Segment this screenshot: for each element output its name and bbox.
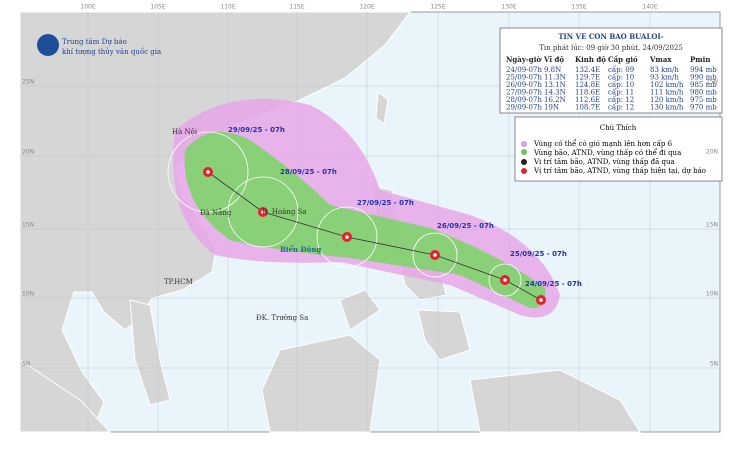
table-header: Cấp gió: [608, 55, 638, 64]
place-label: Biển Đông: [280, 245, 321, 254]
track-label: 29/09/25 - 07h: [228, 126, 285, 134]
lat-label: 10N: [706, 291, 718, 298]
table-cell: 129.7E: [575, 74, 600, 82]
uncertainty-circles: [167, 131, 522, 297]
place-label: Đà Nẵng: [200, 208, 232, 217]
track-line: [207, 171, 542, 301]
table-header: Vmax: [649, 55, 672, 64]
table-cell: 111 km/h: [650, 89, 684, 97]
table-header: Pmin: [690, 55, 710, 64]
lat-label: 5N: [710, 361, 718, 368]
legend-box: [514, 116, 723, 182]
table-cell: 120 km/h: [650, 96, 684, 104]
table-cell: 124.8E: [575, 81, 600, 89]
legend-swatch: [521, 159, 527, 165]
table-cell: 93 km/h: [650, 74, 679, 82]
table-cell: 29/09-07h: [506, 104, 542, 112]
land: [19, 11, 641, 433]
legend-title: Chú Thích: [600, 124, 637, 132]
lat-label: 20N: [22, 149, 34, 156]
info-box: [499, 27, 723, 114]
lon-label: 135E: [571, 4, 586, 11]
table-cell: 994 mb: [690, 66, 717, 74]
table-cell: cấp: 12: [608, 95, 634, 104]
table-cell: 118.6E: [575, 89, 600, 97]
table-cell: cấp: 09: [608, 65, 634, 74]
table-cell: cấp: 11: [608, 88, 634, 97]
legend-item: Vùng bão, ATND, vùng thấp có thể đi qua: [533, 148, 681, 157]
legend-item: Vùng có thể có gió mạnh lên hơn cấp 6: [533, 139, 673, 148]
table-header: Kinh độ: [575, 55, 606, 64]
lon-label: 120E: [359, 4, 374, 11]
table-cell: 985 mb: [690, 81, 717, 89]
lon-label: 125E: [430, 4, 445, 11]
table-cell: cấp: 12: [608, 103, 634, 112]
table-cell: 26/09-07h: [506, 81, 542, 89]
table-cell: cấp: 10: [608, 80, 634, 89]
info-subtitle: Tin phát lúc: 09 giờ 30 phút, 24/09/2025: [539, 44, 683, 52]
table-cell: 16.2N: [544, 96, 566, 104]
track-label: 24/09/25 - 07h: [525, 280, 582, 288]
track-label: 28/09/25 - 07h: [280, 168, 337, 176]
table-cell: cấp: 10: [608, 73, 634, 82]
legend-swatch: [521, 149, 527, 155]
lat-label: 15N: [22, 222, 34, 229]
table-cell: 13.1N: [544, 81, 566, 89]
table-cell: 14.3N: [544, 89, 566, 97]
table-cell: 24/09-07h: [506, 66, 542, 74]
table-cell: 102 km/h: [650, 81, 684, 89]
logo-text: Trung tâm Dự báo: [62, 38, 127, 46]
table-cell: 112.6E: [575, 96, 600, 104]
track-label: 25/09/25 - 07h: [510, 250, 567, 258]
track-label: 26/09/25 - 07h: [437, 222, 494, 230]
place-label: ĐK. Trường Sa: [256, 314, 308, 322]
table-cell: 975 mb: [690, 96, 717, 104]
place-label: TP.HCM: [164, 278, 193, 286]
table-cell: 970 mb: [690, 104, 717, 112]
lon-label: 105E: [150, 4, 165, 11]
table-cell: 990 mb: [690, 74, 717, 82]
lat-label: 5N: [22, 361, 30, 368]
table-cell: 108.7E: [575, 104, 600, 112]
legend-swatch: [521, 168, 527, 174]
lat-label: 10N: [22, 291, 34, 298]
lon-label: 130E: [501, 4, 516, 11]
lat-label: 25N: [706, 79, 718, 86]
table-header: Ngày-giờ: [506, 55, 542, 64]
lat-label: 20N: [706, 149, 718, 156]
table-cell: 27/09-07h: [506, 89, 542, 97]
table-cell: 83 km/h: [650, 66, 679, 74]
logo-text: khí tượng thủy văn quốc gia: [62, 47, 161, 56]
lon-label: 115E: [289, 4, 304, 11]
legend-item: Vị trí tâm bão, ATND, vùng thấp đã qua: [533, 157, 675, 166]
table-cell: 11.3N: [544, 74, 566, 82]
place-label: Hà Nội: [172, 127, 198, 136]
lon-label: 140E: [642, 4, 657, 11]
table-cell: 980 mb: [690, 89, 717, 97]
lat-label: 25N: [22, 79, 34, 86]
legend-item: Vị trí tâm bão, ATND, vùng thấp hiện tại…: [533, 166, 706, 175]
legend-swatch: [521, 141, 527, 147]
lon-label: 100E: [80, 4, 95, 11]
table-cell: 130 km/h: [650, 104, 684, 112]
place-label: Đ. Hoàng Sa: [262, 207, 307, 216]
track-label: 27/09/25 - 07h: [357, 199, 414, 207]
table-cell: 25/09-07h: [506, 74, 542, 82]
table-cell: 132.4E: [575, 66, 600, 74]
table-cell: 9.8N: [544, 66, 561, 74]
table-cell: 19N: [544, 104, 559, 112]
info-title: TIN VE CON BAO BUALOI-: [558, 32, 663, 41]
lat-label: 15N: [706, 222, 718, 229]
lon-label: 110E: [220, 4, 235, 11]
table-header: Vĩ độ: [543, 55, 564, 64]
table-cell: 28/09-07h: [506, 96, 542, 104]
logo-icon: [37, 34, 59, 56]
